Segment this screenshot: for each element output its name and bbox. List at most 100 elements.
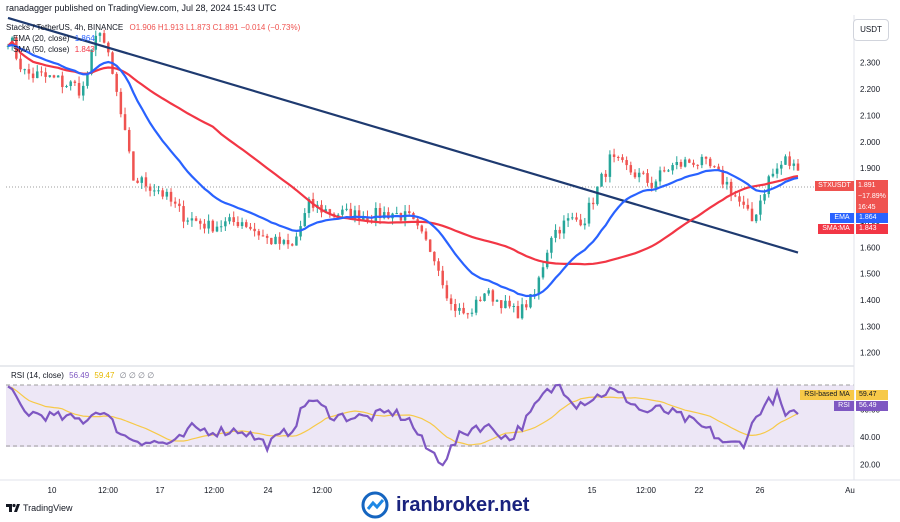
candle-body <box>31 73 35 79</box>
symbol-legend: Stacks / TetherUS, 4h, BINANCE O1.906 H1… <box>6 23 300 32</box>
candle-body <box>169 191 173 202</box>
candle-body <box>780 164 783 169</box>
tradingview-footer[interactable]: TradingView <box>6 503 73 513</box>
candle-body <box>763 194 766 201</box>
candle-body <box>612 154 616 157</box>
price-tick-label: 1.600 <box>860 243 881 252</box>
candle-body <box>441 270 444 286</box>
candle-body <box>77 82 81 96</box>
candle-body <box>512 306 516 308</box>
candle-body <box>650 182 653 188</box>
candle-body <box>182 206 185 222</box>
time-tick-label: 12:00 <box>98 486 119 495</box>
candle-body <box>249 226 252 229</box>
candle-body <box>228 217 231 222</box>
symbol-title[interactable]: Stacks / TetherUS, 4h, BINANCE <box>6 23 124 32</box>
rsi-ma-axis-value: 59.47 <box>856 390 888 400</box>
candle-body <box>190 218 194 221</box>
candle-body <box>27 69 31 74</box>
sma-legend[interactable]: SMA (50, close) 1.843 <box>13 45 95 54</box>
candle-body <box>508 300 511 307</box>
candle-body <box>646 173 649 183</box>
candle-body <box>458 307 461 311</box>
candle-body <box>157 190 160 192</box>
candle-body <box>81 85 85 96</box>
rsi-tick-label: 40.00 <box>860 433 881 442</box>
symbol-badge: STXUSDT <box>815 181 854 191</box>
candle-body <box>378 207 382 219</box>
candle-body <box>349 208 352 220</box>
candle-body <box>454 303 457 311</box>
time-axis[interactable]: 10 12:00 17 12:00 24 12:00 15 12:00 22 26 Au <box>48 486 855 495</box>
candle-body <box>207 220 210 229</box>
candle-body <box>537 277 541 294</box>
candle-body <box>290 244 294 246</box>
currency-button[interactable]: USDT <box>853 19 889 41</box>
sma-line <box>7 40 799 266</box>
candle-body <box>65 86 68 88</box>
candle-body <box>545 252 549 268</box>
candle-body <box>282 240 286 244</box>
candle-body <box>796 163 800 171</box>
price-tick-label: 1.200 <box>860 349 881 358</box>
time-tick-label: 10 <box>48 486 57 495</box>
candle-body <box>466 313 470 315</box>
candle-body <box>462 307 465 314</box>
iranbroker-watermark: iranbroker.net <box>360 490 529 520</box>
candle-body <box>658 170 662 182</box>
watermark-text: iranbroker.net <box>396 493 530 516</box>
candle-body <box>474 299 478 313</box>
time-tick-label: 12:00 <box>312 486 333 495</box>
candle-body <box>692 162 695 165</box>
rsi-legend-label: RSI (14, close) <box>11 371 64 380</box>
candle-body <box>754 214 758 222</box>
candle-body <box>286 240 290 245</box>
candle-body <box>253 228 256 232</box>
candle-body <box>236 222 240 227</box>
candle-body <box>742 201 745 205</box>
candle-body <box>571 217 574 219</box>
candle-body <box>295 236 298 246</box>
candle-body <box>303 213 307 227</box>
candle-body <box>357 210 361 221</box>
candle-body <box>579 219 582 226</box>
candle-body <box>617 156 620 158</box>
rsi-legend-extra: ∅ ∅ ∅ ∅ <box>119 371 155 380</box>
candle-body <box>270 237 273 245</box>
candle-body <box>520 304 524 319</box>
candle-body <box>788 156 791 166</box>
candle-body <box>704 156 708 159</box>
candle-body <box>98 33 102 36</box>
candle-body <box>6 45 10 47</box>
candle-body <box>729 181 733 196</box>
candle-body <box>90 49 93 74</box>
candle-body <box>792 163 796 166</box>
time-tick-label: 26 <box>756 486 765 495</box>
candle-body <box>257 231 261 236</box>
candle-body <box>345 208 348 210</box>
sma-axis-value: 1.843 <box>856 224 888 234</box>
time-tick-label: 22 <box>695 486 704 495</box>
candle-body <box>52 75 56 78</box>
candle-body <box>495 300 499 302</box>
candle-body <box>775 168 779 174</box>
candle-body <box>499 300 503 309</box>
bar-countdown: 16:45 <box>858 204 876 211</box>
candle-body <box>541 267 545 278</box>
candle-body <box>596 186 599 205</box>
rsi-legend-value: 56.49 <box>69 371 90 380</box>
sma-legend-label: SMA (50, close) <box>13 45 70 54</box>
candle-body <box>203 223 206 229</box>
candle-body <box>19 58 22 70</box>
trendline[interactable] <box>7 16 799 254</box>
candle-body <box>165 191 169 197</box>
rsi-legend[interactable]: RSI (14, close) 56.49 59.47 ∅ ∅ ∅ ∅ <box>11 371 154 380</box>
candle-body <box>115 73 118 92</box>
candle-body <box>700 156 704 166</box>
rsi-ma-line <box>7 385 799 446</box>
candle-body <box>186 220 189 222</box>
candle-body <box>445 285 449 299</box>
ema-legend[interactable]: EMA (20, close) 1.864 <box>13 34 95 43</box>
sma-legend-value: 1.843 <box>74 45 95 54</box>
